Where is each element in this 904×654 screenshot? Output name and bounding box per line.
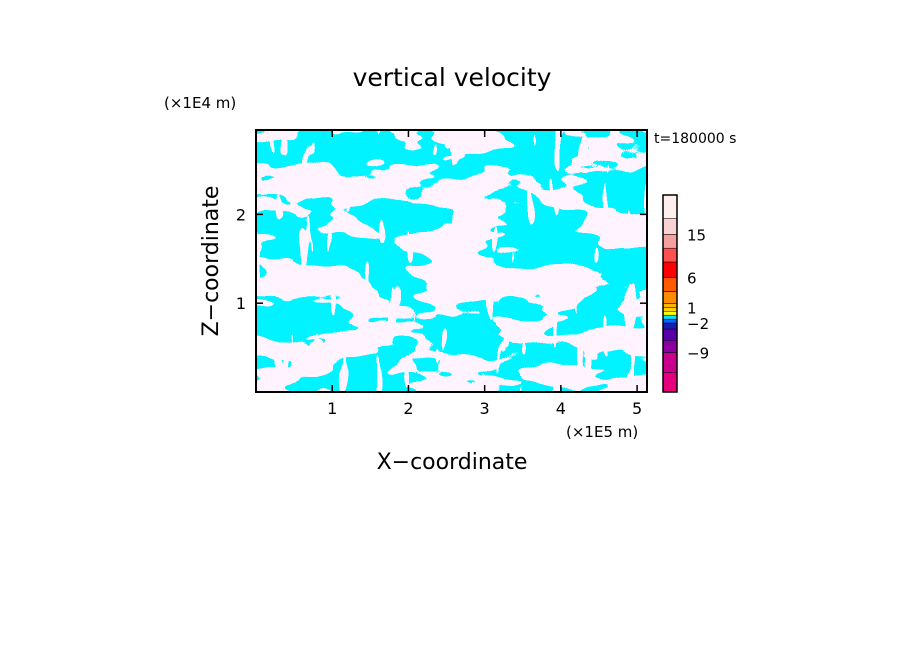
colorbar-swatch-13 [662,247,678,263]
colorbar-swatch-14 [662,234,678,249]
colorbar-swatch-7 [662,310,678,316]
colorbar-swatch-11 [662,277,678,292]
colorbar-label-0: −9 [687,345,709,363]
colorbar-swatch-0 [662,372,678,393]
colorbar-swatch-16 [662,194,678,219]
colorbar-labels: −9 −21 6 15 [687,226,709,362]
colorbar-swatch-1 [662,352,678,373]
plot-frame [255,129,648,393]
colorbar-swatch-5 [662,318,678,324]
colorbar-label-3: 6 [687,270,697,288]
colorbar [662,194,678,393]
colorbar-label-1: −2 [687,315,709,333]
x-tick-label-2: 3 [480,399,490,418]
time-label: t=180000 s [654,131,736,147]
y-tick-label-1: 2 [236,205,246,224]
x-tick-label-4: 5 [632,399,642,418]
colorbar-frame [662,194,678,393]
x-tick-label-3: 4 [556,399,566,418]
chart-title: vertical velocity [353,63,552,92]
y-unit-label: (×1E4 m) [164,94,236,112]
colorbar-label-4: 15 [687,226,706,244]
x-axis-label: X−coordinate [377,450,528,475]
colorbar-swatch-4 [662,322,678,330]
field-pattern [256,130,647,392]
velocity-field [256,130,647,392]
y-tick-label-0: 1 [236,294,246,313]
y-axis-label: Z−coordinate [199,186,224,337]
colorbar-swatch-2 [662,340,678,353]
x-tick-label-0: 1 [327,399,337,418]
colorbar-label-2: 1 [687,299,697,317]
x-axis-ticks: 1 2 3 4 5 [327,130,642,418]
colorbar-swatch-8 [662,307,678,312]
colorbar-swatch-3 [662,328,678,342]
colorbar-swatch-6 [662,314,678,320]
colorbar-swatch-9 [662,303,678,308]
colorbar-swatch-12 [662,261,678,278]
colorbar-swatch-15 [662,218,678,235]
x-unit-label: (×1E5 m) [566,423,638,441]
colorbar-swatch-10 [662,291,678,304]
y-axis-ticks: 12 [236,205,647,313]
x-tick-label-1: 2 [403,399,413,418]
